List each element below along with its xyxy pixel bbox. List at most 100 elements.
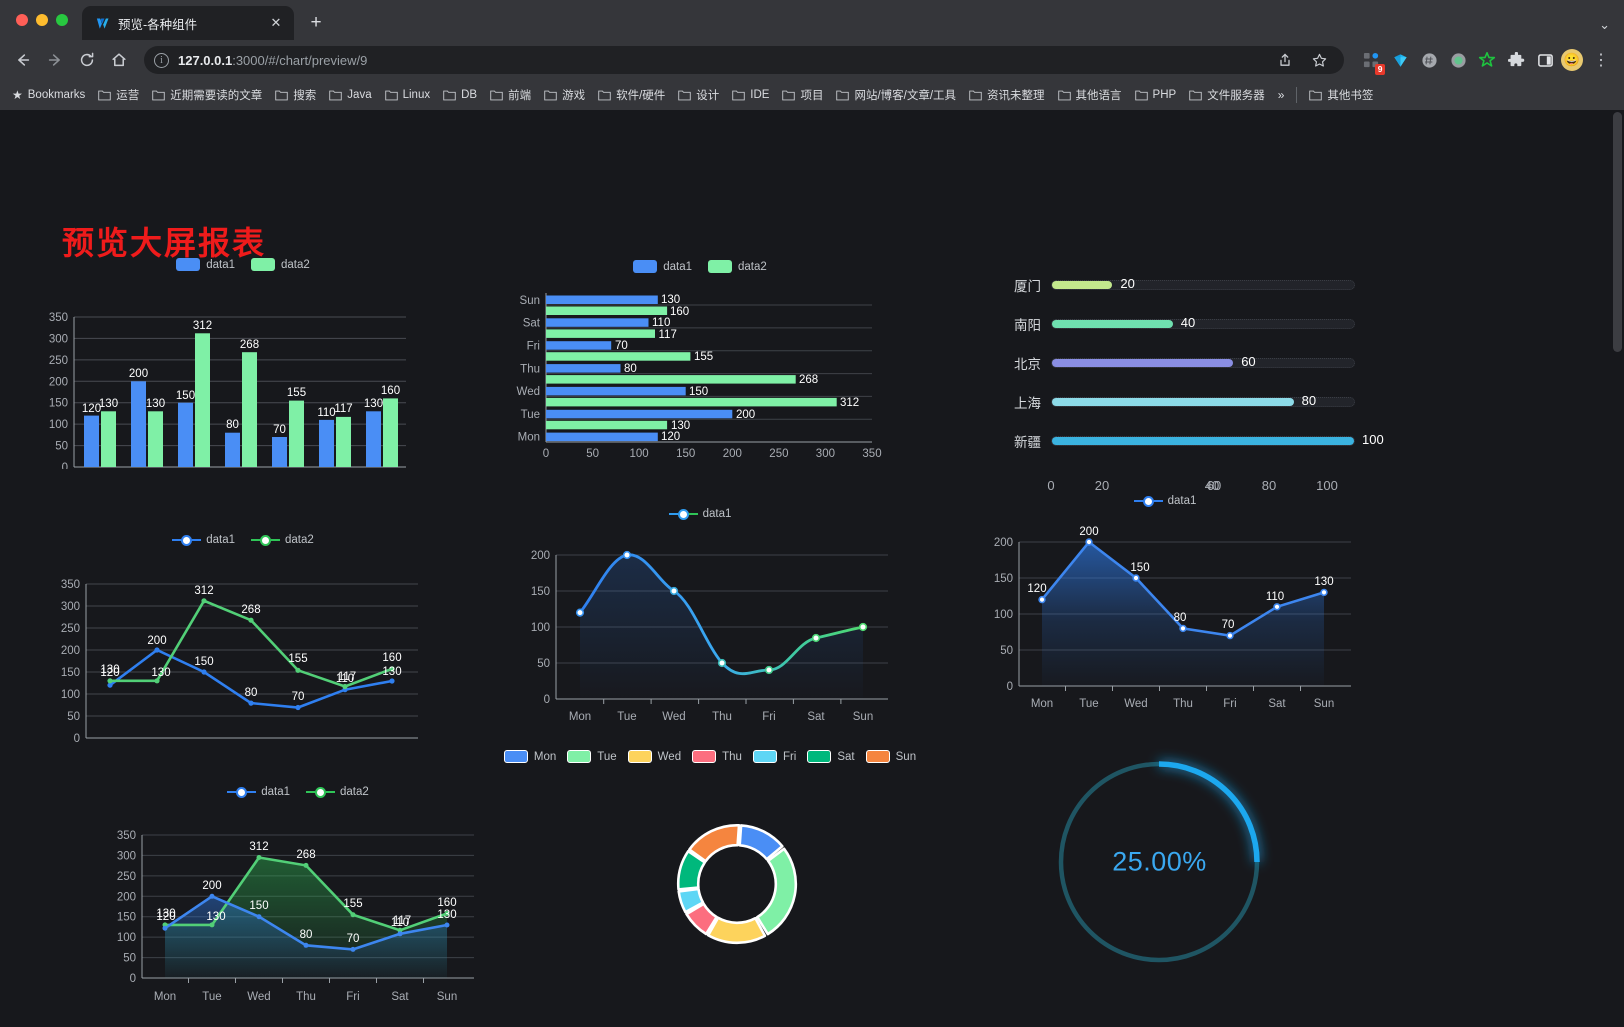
bookmark-folder[interactable]: IDE [726,86,775,104]
legend-item[interactable]: data1 [227,786,290,798]
svg-text:100: 100 [117,932,136,944]
progress-row[interactable]: 南阳 40 [995,304,1355,343]
bookmarks-root[interactable]: ★ Bookmarks [6,85,91,105]
legend-item[interactable]: Wed [627,750,681,763]
omnibox-actions [1270,45,1334,75]
site-info-icon[interactable]: i [154,52,169,68]
legend-item[interactable]: data1 [1133,495,1196,507]
progress-row[interactable]: 上海 80 [995,382,1355,421]
donut-slice-mon[interactable] [738,824,784,861]
svg-text:160: 160 [670,306,689,318]
close-icon[interactable]: ✕ [270,15,282,30]
bookmark-folder[interactable]: Java [323,86,377,104]
bookmark-folder[interactable]: Linux [379,86,437,104]
forward-icon[interactable] [40,45,70,75]
legend-label: data1 [206,534,235,546]
bookmark-folder[interactable]: 项目 [776,84,829,106]
donut-slice-sun[interactable] [688,823,741,863]
home-icon[interactable] [104,45,134,75]
svg-text:130: 130 [146,398,165,410]
legend: data1 [965,495,1365,507]
bookmark-folder[interactable]: PHP [1129,86,1183,104]
chevron-down-icon[interactable]: ⌄ [1599,17,1610,32]
legend-item[interactable]: data2 [708,260,767,273]
legend-item[interactable]: data2 [251,534,314,546]
svg-text:312: 312 [840,397,859,409]
progress-track: 40 [1051,315,1355,330]
donut-slice-tue[interactable] [756,847,798,936]
hash-circle-icon[interactable] [1416,47,1442,73]
bookmark-folder[interactable]: 网站/博客/文章/工具 [830,84,962,106]
gauge-canvas [1058,761,1260,963]
legend-line-icon [247,790,257,794]
browser-menu-icon[interactable]: ⋮ [1593,52,1609,69]
legend-item[interactable]: Tue [567,750,617,763]
legend-item[interactable]: data1 [633,260,692,273]
minimize-window-button[interactable] [36,14,48,26]
donut-slice-wed[interactable] [706,916,767,945]
share-icon[interactable] [1270,45,1300,75]
legend-item[interactable]: data2 [306,786,369,798]
legend-item[interactable]: Thu [692,750,742,763]
legend-item[interactable]: data1 [176,258,235,271]
progress-row[interactable]: 北京 60 [995,343,1355,382]
back-icon[interactable] [8,45,38,75]
tab-active[interactable]: 预览-各种组件 ✕ [82,6,294,40]
svg-text:130: 130 [151,667,170,679]
svg-text:Fri: Fri [762,711,775,722]
donut-slice-thu[interactable] [685,902,718,936]
bookmark-folder[interactable]: 文件服务器 [1183,84,1271,106]
legend-swatch-icon [567,750,592,763]
bookmark-folder[interactable]: DB [437,86,483,104]
x-axis-ticks: Mon Tue Wed Thu Fri Sat Sun [1031,686,1334,710]
avatar[interactable]: 😀 [1561,49,1583,71]
address-bar[interactable]: i 127.0.0.1:3000/#/chart/preview/9 [144,46,1344,74]
bookmark-folder[interactable]: 资讯未整理 [963,84,1051,106]
bookmark-folder[interactable]: 运营 [92,84,145,106]
progress-row[interactable]: 新疆 100 [995,421,1384,460]
legend-label: Thu [722,750,742,763]
bookmark-folder[interactable]: 软件/硬件 [592,84,671,106]
svg-text:117: 117 [338,671,356,683]
donut-slice-sat[interactable] [676,849,707,891]
series-markers-data1 [575,550,868,675]
scrollbar-thumb[interactable] [1613,112,1622,352]
svg-text:0: 0 [62,462,68,469]
extensions-grid-icon[interactable]: 9 [1358,47,1385,75]
legend-item[interactable]: Fri [752,750,796,763]
donut-slice-fri[interactable] [677,887,705,914]
bookmarks-overflow-button[interactable]: » [1277,88,1285,102]
legend-item[interactable]: Sun [865,750,916,763]
bookmark-folder[interactable]: 近期需要读的文章 [146,84,268,106]
close-window-button[interactable] [16,14,28,26]
progress-label: 南阳 [1014,317,1041,333]
progress-row[interactable]: 厦门 20 [995,265,1355,304]
puzzle-icon[interactable] [1503,47,1529,73]
legend-item[interactable]: data1 [668,508,731,520]
bookmarks-root-label: Bookmarks [27,89,86,101]
svg-text:100: 100 [531,622,550,634]
bookmark-folder[interactable]: 前端 [484,84,537,106]
bookmark-star-icon[interactable] [1304,45,1334,75]
diamond-icon[interactable] [1387,47,1413,73]
legend-item[interactable]: data1 [172,534,235,546]
progress-value: 100 [1362,431,1384,447]
bookmark-folder[interactable]: 其他语言 [1052,84,1128,106]
sidepanel-icon[interactable] [1532,47,1558,73]
legend-item[interactable]: Mon [503,750,556,763]
bookmark-folder[interactable]: 设计 [672,84,725,106]
new-tab-button[interactable]: + [310,12,322,33]
legend-item[interactable]: data2 [251,258,310,271]
bookmark-label: Linux [402,89,431,101]
bookmark-folder[interactable]: 搜索 [269,84,322,106]
bookmark-folder[interactable]: 游戏 [538,84,591,106]
legend-item[interactable]: Sat [807,750,855,763]
bookmark-other[interactable]: 其他书签 [1303,84,1379,106]
green-circle-icon[interactable] [1445,47,1471,73]
maximize-window-button[interactable] [56,14,68,26]
legend-swatch-icon [503,750,528,763]
star-outline-green-icon[interactable] [1474,47,1500,73]
reload-icon[interactable] [72,45,102,75]
page-scrollbar[interactable] [1611,110,1624,1027]
